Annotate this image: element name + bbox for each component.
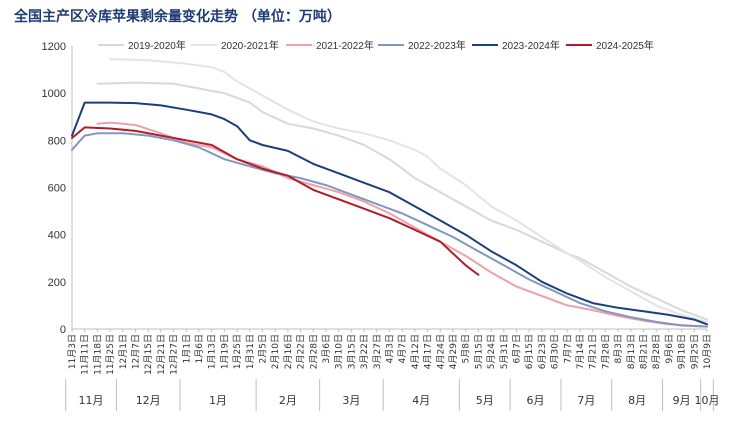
month-label: 12月 [136, 394, 161, 407]
x-tick-label: 1月13日 [207, 334, 218, 369]
x-tick-label: 4月7日 [397, 334, 408, 363]
x-tick-label: 12月21日 [156, 334, 167, 375]
x-tick-label: 3月6日 [321, 334, 332, 363]
x-tick-label: 12月27日 [169, 334, 180, 375]
x-tick-label: 4月24日 [435, 334, 446, 369]
series-line [71, 101, 708, 326]
x-tick-label: 9月18日 [677, 334, 688, 369]
x-tick-label: 6月15日 [524, 334, 535, 369]
x-tick-label: 8月28日 [651, 334, 662, 369]
series-line [109, 58, 708, 323]
x-tick-label: 3月10日 [334, 334, 345, 369]
y-tick-label: 1200 [42, 41, 66, 53]
x-tick-label: 7月14日 [575, 334, 586, 369]
y-tick-label: 200 [48, 277, 66, 289]
x-tick-label: 2月28日 [308, 334, 319, 369]
x-tick-label: 3月27日 [372, 334, 383, 369]
x-tick-label: 6月23日 [537, 334, 548, 369]
x-tick-label: 2月22日 [296, 334, 307, 369]
legend-label: 2022-2023年 [408, 39, 466, 52]
x-tick-label: 4月3日 [385, 334, 396, 363]
month-label: 10月 [695, 394, 720, 407]
x-tick-label: 9月25日 [689, 334, 700, 369]
month-label: 9月 [673, 394, 691, 407]
x-tick-label: 5月24日 [486, 334, 497, 369]
x-tick-label: 2月10日 [270, 334, 281, 369]
legend-label: 2020-2021年 [221, 39, 279, 52]
series-line [96, 121, 708, 328]
month-label: 7月 [577, 394, 595, 407]
series-line [96, 81, 708, 321]
month-label: 5月 [476, 394, 494, 407]
x-tick-label: 1月31日 [245, 334, 256, 369]
x-tick-label: 12月7日 [131, 334, 142, 369]
month-label: 2月 [279, 394, 297, 407]
x-tick-label: 1月6日 [194, 334, 205, 363]
x-tick-label: 5月15日 [473, 334, 484, 369]
x-tick-label: 1月19日 [219, 334, 230, 369]
x-tick-label: 9月6日 [664, 334, 675, 363]
x-tick-label: 3月15日 [346, 334, 357, 369]
y-tick-label: 800 [48, 135, 66, 147]
legend-label: 2024-2025年 [596, 39, 654, 52]
chart-title: 全国主产区冷库苹果剩余量变化走势 （单位：万吨） [14, 9, 341, 25]
x-tick-label: 8月21日 [639, 334, 650, 369]
x-tick-label: 6月30日 [550, 334, 561, 369]
x-tick-label: 4月29日 [448, 334, 459, 369]
chart-series [71, 58, 708, 328]
month-label: 6月 [527, 394, 545, 407]
x-tick-label: 2月16日 [283, 334, 294, 369]
x-tick-label: 10月9日 [702, 334, 713, 369]
x-tick-label: 12月1日 [118, 334, 129, 369]
chart-legend: 2019-2020年 2020-2021年 2021-2022年 2022-2023年… [98, 39, 654, 52]
legend-label: 2019-2020年 [128, 39, 186, 52]
x-tick-label: 6月7日 [512, 334, 523, 363]
x-tick-label: 8月3日 [613, 334, 624, 363]
month-label: 11月 [79, 394, 104, 407]
month-label: 1月 [209, 394, 227, 407]
month-label: 4月 [412, 394, 430, 407]
x-tick-label: 4月12日 [410, 334, 421, 369]
x-tick-label: 11月25日 [105, 334, 116, 375]
month-label: 8月 [628, 394, 646, 407]
x-tick-label: 8月13日 [626, 334, 637, 369]
series-line [71, 132, 708, 328]
x-tick-label: 7月21日 [588, 334, 599, 369]
legend-label: 2021-2022年 [316, 39, 374, 52]
x-tick-label: 11月18日 [92, 334, 103, 375]
y-tick-label: 400 [48, 230, 66, 242]
y-tick-label: 600 [48, 183, 66, 195]
series-line [71, 126, 480, 276]
y-tick-label: 1000 [42, 88, 66, 100]
x-tick-label: 1月25日 [232, 334, 243, 369]
month-label: 3月 [342, 394, 360, 407]
x-tick-label: 11月11日 [80, 334, 91, 375]
x-tick-label: 7月7日 [562, 334, 573, 363]
x-tick-label: 2月5日 [258, 334, 269, 363]
x-tick-label: 5月31日 [499, 334, 510, 369]
x-tick-label: 4月17日 [423, 334, 434, 369]
x-tick-label: 7月28日 [600, 334, 611, 369]
x-tick-label: 11月3日 [67, 334, 78, 369]
y-tick-label: 0 [60, 324, 66, 336]
legend-label: 2023-2024年 [502, 39, 560, 52]
x-tick-label: 12月15日 [143, 334, 154, 375]
x-tick-label: 3月22日 [359, 334, 370, 369]
x-tick-label: 1月1日 [181, 334, 192, 363]
x-tick-label: 5月8日 [461, 334, 472, 363]
